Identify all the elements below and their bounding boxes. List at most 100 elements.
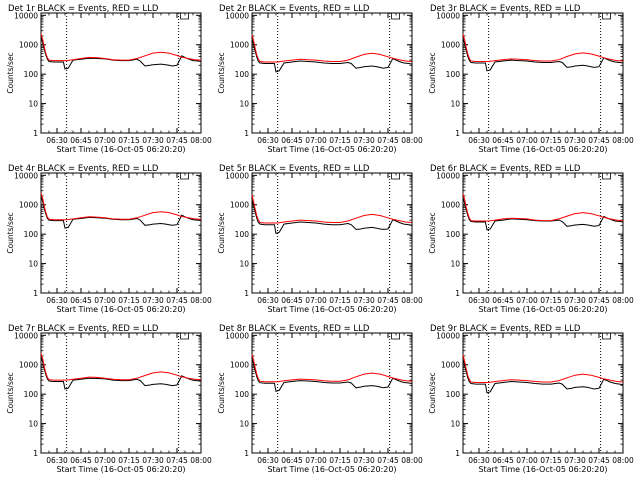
y-axis-label: Counts/sec (428, 372, 437, 413)
events-series-line (40, 196, 202, 229)
x-tick-label: 07:45 (588, 136, 610, 145)
x-tick-label: 06:30 (46, 136, 68, 145)
y-tick-label: 1 (33, 129, 38, 138)
y-tick-label: 10000 (14, 171, 38, 180)
y-tick-label: 10000 (14, 331, 38, 340)
events-series-line (251, 38, 413, 73)
x-axis-label: Start Time (16-Oct-05 06:20:20) (478, 145, 607, 154)
x-tick-label: 07:15 (540, 456, 562, 465)
y-tick-label: 10000 (436, 171, 460, 180)
flag-marker (180, 13, 189, 20)
x-tick-label: 07:00 (94, 456, 116, 465)
x-tick-label: 07:30 (142, 296, 164, 305)
lld-series-line (462, 193, 624, 222)
chart-title: Det 6r BLACK = Events, RED = LLD (430, 164, 581, 174)
x-tick-label: 07:00 (516, 296, 538, 305)
flag-marker (391, 333, 400, 340)
chart-panel-9: Det 9r BLACK = Events, RED = LLD 1 10 100 10… (428, 324, 634, 474)
chart-title: Det 4r BLACK = Events, RED = LLD (8, 164, 159, 174)
x-tick-label: 07:30 (142, 456, 164, 465)
y-tick-label: 10 (28, 260, 38, 269)
x-tick-label: 06:30 (468, 136, 490, 145)
y-tick-label: 1 (455, 449, 460, 458)
y-axis-label: Counts/sec (428, 52, 437, 93)
x-tick-label: 07:00 (516, 456, 538, 465)
flag-marker (391, 173, 400, 180)
x-tick-label: 07:30 (353, 136, 375, 145)
x-tick-label: 07:15 (118, 456, 140, 465)
y-axis-label: Counts/sec (217, 372, 226, 413)
x-tick-label: 07:00 (305, 456, 327, 465)
y-axis-label: Counts/sec (428, 212, 437, 253)
x-tick-label: 07:15 (118, 136, 140, 145)
plot-frame (40, 332, 202, 454)
x-tick-label: 07:45 (166, 456, 188, 465)
flag-marker (180, 173, 189, 180)
x-tick-label: 06:30 (257, 136, 279, 145)
x-tick-label: 06:45 (70, 456, 92, 465)
plot-frame (251, 332, 413, 454)
x-axis-label: Start Time (16-Oct-05 06:20:20) (267, 305, 396, 314)
y-tick-label: 1 (244, 449, 249, 458)
x-axis-label: Start Time (16-Oct-05 06:20:20) (478, 465, 607, 474)
y-axis-label: Counts/sec (217, 52, 226, 93)
y-tick-label: 1000 (230, 201, 249, 210)
lld-series-line (251, 354, 413, 383)
chart-panel-4: Det 4r BLACK = Events, RED = LLD 1 10 100 10… (6, 164, 212, 314)
x-tick-label: 06:30 (468, 456, 490, 465)
x-tick-label: 07:30 (564, 456, 586, 465)
x-tick-label: 07:15 (540, 136, 562, 145)
y-tick-label: 10000 (225, 331, 249, 340)
lld-series-line (251, 195, 413, 224)
x-tick-label: 07:00 (305, 296, 327, 305)
x-tick-label: 06:30 (257, 296, 279, 305)
x-tick-label: 08:00 (190, 136, 212, 145)
y-axis-label: Counts/sec (217, 212, 226, 253)
x-tick-label: 06:45 (281, 456, 303, 465)
x-tick-label: 07:45 (588, 456, 610, 465)
x-tick-label: 08:00 (190, 456, 212, 465)
flag-marker (602, 13, 611, 20)
y-tick-label: 10 (28, 100, 38, 109)
x-tick-label: 07:30 (353, 456, 375, 465)
events-series-line (40, 356, 202, 390)
y-tick-label: 10000 (436, 11, 460, 20)
x-tick-label: 06:45 (492, 456, 514, 465)
x-tick-label: 07:00 (94, 136, 116, 145)
lld-series-line (40, 353, 202, 381)
x-axis-label: Start Time (16-Oct-05 06:20:20) (478, 305, 607, 314)
y-tick-label: 100 (235, 230, 250, 239)
plot-frame (40, 12, 202, 134)
events-series-line (462, 37, 624, 72)
y-tick-label: 1000 (441, 201, 460, 210)
events-series-line (462, 197, 624, 231)
y-tick-label: 10 (450, 260, 460, 269)
x-tick-label: 06:45 (281, 296, 303, 305)
x-tick-label: 06:45 (70, 296, 92, 305)
x-axis-label: Start Time (16-Oct-05 06:20:20) (267, 145, 396, 154)
y-tick-label: 10 (239, 100, 249, 109)
flag-marker (602, 333, 611, 340)
x-tick-label: 08:00 (612, 456, 634, 465)
y-tick-label: 1000 (19, 201, 38, 210)
x-axis-label: Start Time (16-Oct-05 06:20:20) (56, 305, 185, 314)
x-axis-label: Start Time (16-Oct-05 06:20:20) (267, 465, 396, 474)
plot-frame (40, 172, 202, 294)
y-tick-label: 1000 (230, 41, 249, 50)
x-tick-label: 08:00 (401, 296, 423, 305)
x-tick-label: 06:45 (492, 296, 514, 305)
x-axis-label: Start Time (16-Oct-05 06:20:20) (56, 145, 185, 154)
chart-title: Det 7r BLACK = Events, RED = LLD (8, 324, 159, 334)
y-tick-label: 1 (455, 129, 460, 138)
lld-series-line (40, 33, 202, 62)
flag-marker (391, 13, 400, 20)
y-tick-label: 10 (239, 420, 249, 429)
y-tick-label: 10000 (436, 331, 460, 340)
x-tick-label: 08:00 (401, 456, 423, 465)
x-tick-label: 07:30 (353, 296, 375, 305)
x-tick-label: 06:30 (468, 296, 490, 305)
y-tick-label: 10 (450, 420, 460, 429)
lld-series-line (251, 34, 413, 63)
y-tick-label: 10000 (225, 171, 249, 180)
y-tick-label: 10 (450, 100, 460, 109)
